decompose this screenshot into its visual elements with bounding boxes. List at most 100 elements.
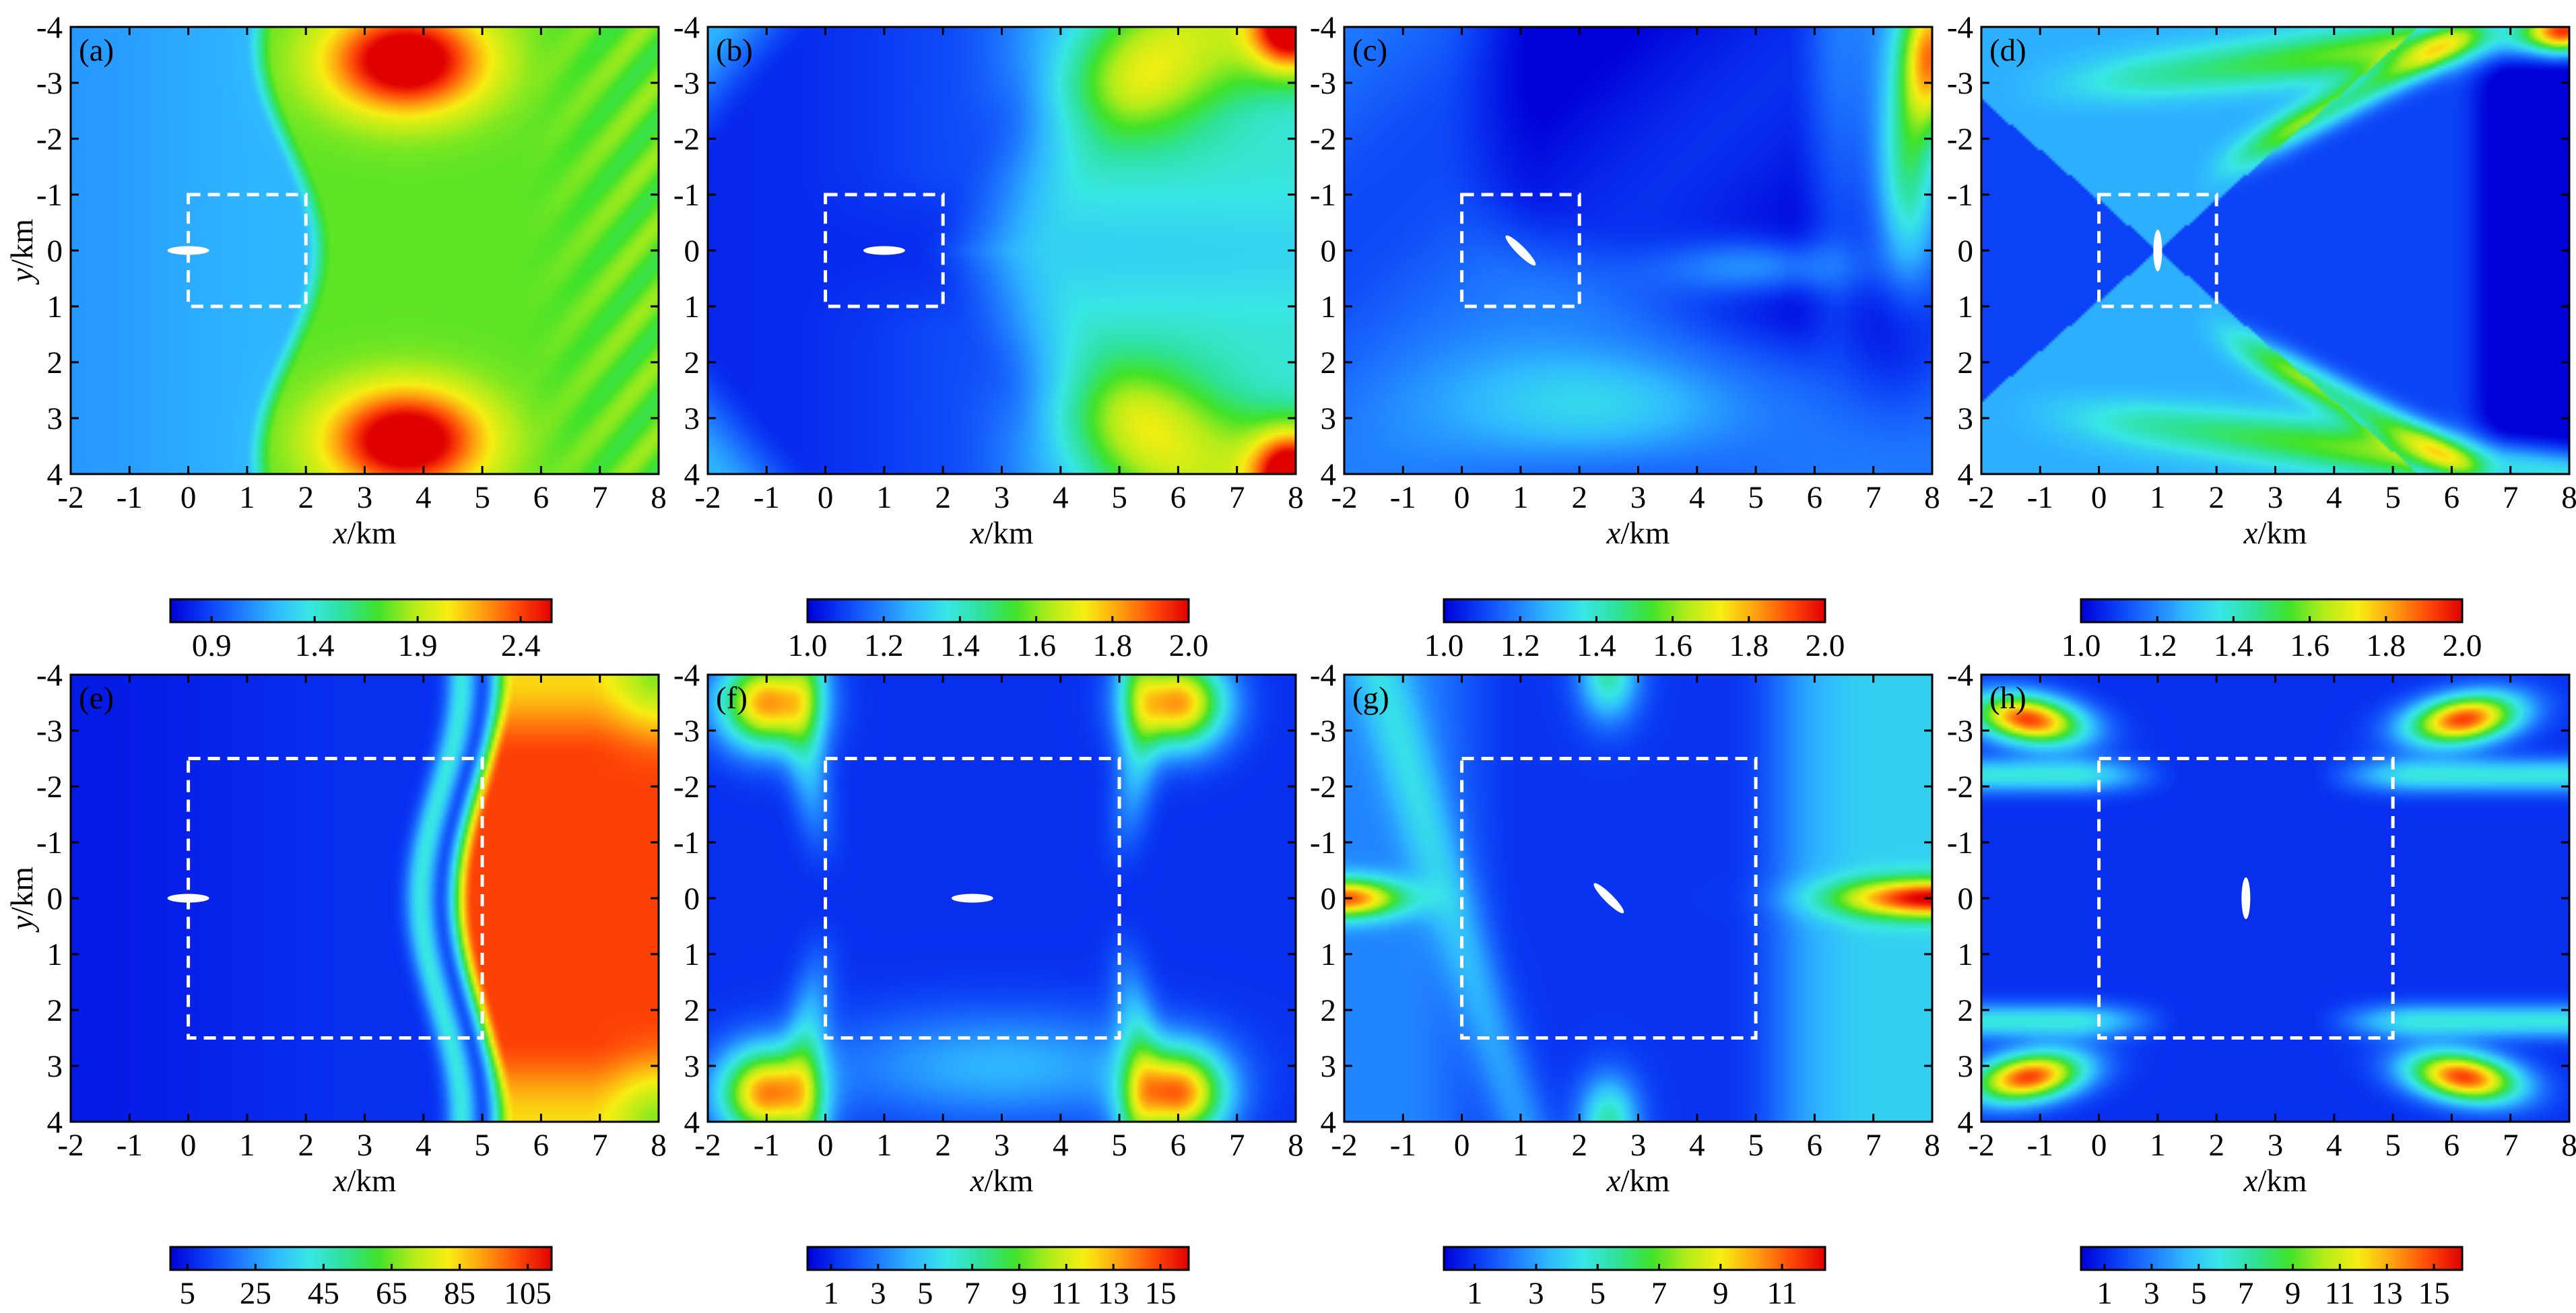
y-tick-label: -4 <box>1947 658 1973 693</box>
x-tick-label: 8 <box>1288 480 1304 515</box>
x-tick-label: -1 <box>2027 480 2053 515</box>
y-tick-label: 2 <box>1321 345 1337 380</box>
colorbar-tick-label: 1.2 <box>2138 628 2177 663</box>
colorbar-tick-label: 1.0 <box>2061 628 2101 663</box>
x-tick-label: 6 <box>1170 480 1187 515</box>
dashed-region-box <box>187 193 308 308</box>
y-tick-label: -1 <box>673 178 700 213</box>
x-tick-label: -2 <box>57 1128 84 1163</box>
x-tick-label: 4 <box>416 480 432 515</box>
x-tick-label: 5 <box>2385 480 2401 515</box>
x-tick-label: -1 <box>117 1128 143 1163</box>
colorbar-tick-label: 1.9 <box>398 628 438 663</box>
source-marker <box>167 246 209 255</box>
colorbar-tick-label: 9 <box>1713 1276 1729 1311</box>
y-tick-label: -4 <box>36 10 63 45</box>
panel-label: (f) <box>716 681 748 716</box>
dashed-region-box <box>2097 757 2395 1040</box>
y-tick-label: -3 <box>36 66 63 101</box>
y-tick-label: 2 <box>1958 993 1974 1028</box>
x-tick-label: 6 <box>2444 1128 2460 1163</box>
x-tick-label: 8 <box>1924 1128 1940 1163</box>
y-tick-label: 0 <box>47 234 63 269</box>
colorbar-tick-label: 1.4 <box>940 628 980 663</box>
x-axis-label: x/km <box>1606 1164 1670 1199</box>
y-tick-label: 4 <box>1958 457 1974 492</box>
y-tick-label: 0 <box>1321 881 1337 916</box>
y-tick-label: 2 <box>684 345 700 380</box>
y-tick-label: -4 <box>1947 10 1973 45</box>
colorbar-tick-label: 15 <box>1145 1276 1177 1311</box>
y-tick-label: 4 <box>1321 457 1337 492</box>
x-tick-label: 3 <box>1630 1128 1647 1163</box>
x-tick-label: 0 <box>2091 1128 2107 1163</box>
x-tick-label: -1 <box>2027 1128 2053 1163</box>
y-tick-label: 1 <box>47 290 63 325</box>
y-tick-label: -3 <box>36 714 63 749</box>
colorbar <box>2080 598 2464 624</box>
x-tick-label: 1 <box>239 1128 255 1163</box>
x-axis-label: x/km <box>2243 1164 2307 1199</box>
x-tick-label: -2 <box>1331 1128 1357 1163</box>
x-axis-label: x/km <box>2243 516 2307 551</box>
x-tick-label: 4 <box>2326 1128 2342 1163</box>
source-marker <box>863 246 905 255</box>
x-tick-label: 2 <box>1571 480 1587 515</box>
y-tick-label: 4 <box>47 457 63 492</box>
y-tick-label: 1 <box>1321 290 1337 325</box>
colorbar <box>806 1246 1190 1271</box>
y-tick-label: -2 <box>1947 122 1973 157</box>
y-tick-label: -2 <box>36 770 63 805</box>
colorbar-tick-label: 0.9 <box>192 628 232 663</box>
colorbar-tick-label: 9 <box>1012 1276 1028 1311</box>
y-tick-label: -2 <box>1310 122 1336 157</box>
colorbar-tick-label: 1.8 <box>2366 628 2406 663</box>
y-tick-label: 3 <box>1321 401 1337 436</box>
colorbar <box>169 1246 553 1271</box>
x-tick-label: 7 <box>2503 1128 2519 1163</box>
x-tick-label: 2 <box>298 1128 314 1163</box>
y-tick-label: 3 <box>684 401 700 436</box>
colorbar-tick-label: 7 <box>2238 1276 2254 1311</box>
x-tick-label: 5 <box>1111 480 1127 515</box>
colorbar-tick-label: 1.6 <box>2290 628 2330 663</box>
colorbar-tick-label: 2.0 <box>1806 628 1845 663</box>
x-tick-label: 3 <box>994 1128 1010 1163</box>
y-tick-label: -1 <box>673 826 700 861</box>
x-tick-label: 3 <box>357 1128 373 1163</box>
y-tick-label: 0 <box>684 881 700 916</box>
x-tick-label: 5 <box>474 480 490 515</box>
colorbar-tick-label: 11 <box>2325 1276 2355 1311</box>
y-tick-label: 4 <box>684 457 700 492</box>
colorbar-tick-label: 1 <box>823 1276 839 1311</box>
colorbar-tick-label: 1 <box>2096 1276 2113 1311</box>
colorbar-tick-label: 13 <box>2371 1276 2403 1311</box>
panel-label: (g) <box>1352 681 1389 716</box>
y-tick-label: 0 <box>1958 881 1974 916</box>
source-marker <box>951 894 993 903</box>
x-tick-label: 2 <box>935 480 951 515</box>
y-tick-label: -1 <box>36 826 63 861</box>
colorbar-tick-label: 11 <box>1051 1276 1082 1311</box>
y-tick-label: -1 <box>36 178 63 213</box>
x-tick-label: 0 <box>818 1128 834 1163</box>
x-tick-label: 1 <box>876 480 892 515</box>
heatmap-image <box>71 675 659 1122</box>
x-tick-label: 1 <box>2150 1128 2166 1163</box>
x-axis-label: x/km <box>1606 516 1670 551</box>
colorbar-tick-label: 105 <box>504 1276 552 1311</box>
colorbar-tick-label: 3 <box>2144 1276 2160 1311</box>
colorbar-tick-label: 1.2 <box>864 628 904 663</box>
heatmap-image <box>708 27 1296 474</box>
y-tick-label: 2 <box>1958 345 1974 380</box>
colorbar-tick-label: 1.4 <box>2214 628 2253 663</box>
colorbar-tick-label: 7 <box>964 1276 981 1311</box>
x-tick-label: 4 <box>1053 480 1069 515</box>
x-tick-label: 7 <box>1229 480 1245 515</box>
x-tick-label: 6 <box>533 480 550 515</box>
y-tick-label: -3 <box>1947 714 1973 749</box>
y-tick-label: 1 <box>1958 937 1974 972</box>
y-tick-label: -1 <box>1310 826 1336 861</box>
source-marker <box>2241 877 2251 919</box>
